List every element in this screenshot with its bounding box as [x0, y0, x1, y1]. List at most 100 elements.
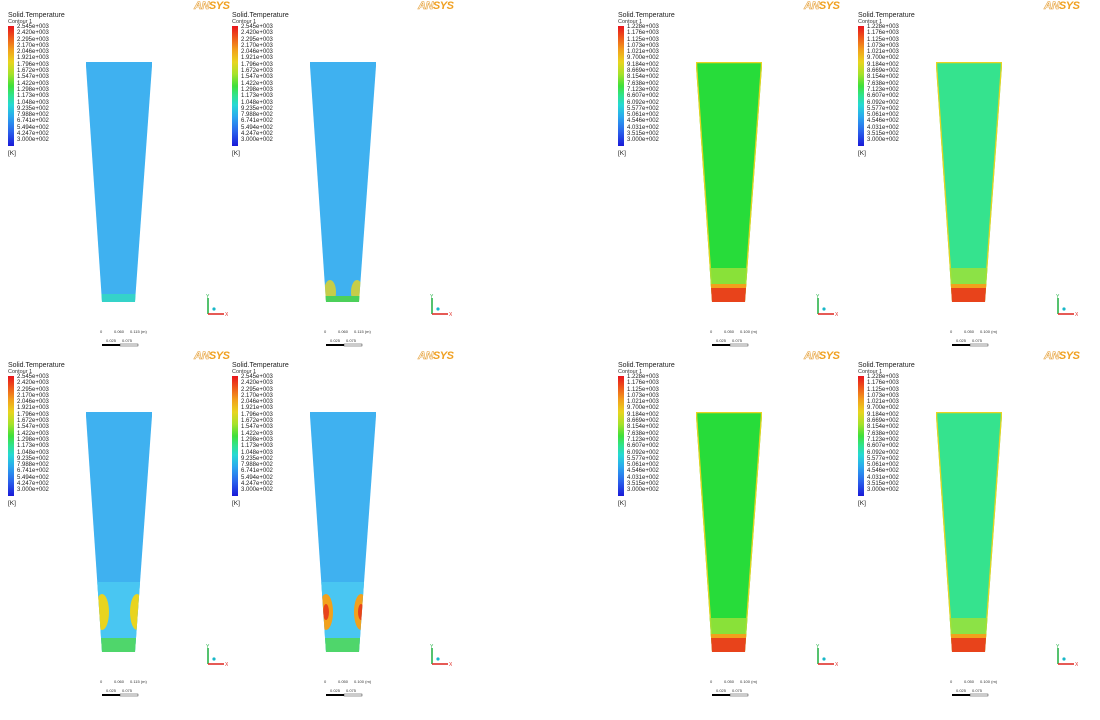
legend-labels: 1.228e+003 1.176e+003 1.125e+003 1.073e+003… [867, 374, 899, 494]
legend-label: 4.247e+002 [17, 131, 49, 138]
x-axis-label: X [1075, 662, 1078, 668]
legend-label: 2.545e+003 [241, 374, 273, 380]
legend-label: 8.154e+002 [627, 424, 659, 431]
scale-label: 0.025 [956, 688, 967, 693]
color-legend: Solid.Temperature Contour 1 2.545e+003 2.42… [8, 362, 65, 507]
legend-label: 1.921e+003 [241, 55, 273, 62]
legend-label: 1.073e+003 [627, 42, 659, 49]
contour-hot-base [936, 288, 1002, 302]
scale-segment [712, 694, 730, 696]
legend-label: 8.154e+002 [867, 424, 899, 431]
legend-label: 2.420e+003 [17, 380, 49, 387]
legend-label: 1.298e+003 [17, 86, 49, 93]
legend-colorbar [618, 376, 624, 496]
legend-label: 2.295e+003 [17, 386, 49, 393]
legend-label: 2.170e+003 [241, 42, 273, 49]
legend-label: 4.546e+002 [867, 118, 899, 125]
legend-label: 5.494e+002 [17, 124, 49, 131]
scale-bar: 0 0.060 0.115 (m) 0.025 0.075 [324, 329, 371, 347]
legend-label: 3.000e+002 [627, 137, 659, 144]
scale-label: 0.050 [338, 679, 349, 684]
legend-label: 2.046e+003 [241, 49, 273, 56]
legend-label: 2.295e+003 [241, 386, 273, 393]
legend-label: 1.298e+003 [241, 436, 273, 443]
color-legend: Solid.Temperature Contour 1 2.545e+003 2.42… [232, 362, 289, 507]
legend-label: 4.546e+002 [867, 468, 899, 475]
legend-body: 2.545e+003 2.420e+003 2.295e+003 2.170e+003… [8, 374, 65, 496]
contour-geometry [86, 62, 156, 311]
y-axis-label: Y [816, 644, 820, 650]
legend-label: 1.228e+003 [867, 24, 899, 30]
x-axis-label: X [835, 662, 838, 668]
scale-label: 0.075 [122, 338, 133, 343]
scale-segment [343, 693, 363, 697]
contour-panel-top-right-b: Solid.Temperature Contour 1 1.228e+003 1.17… [858, 0, 1088, 362]
z-axis-dot [212, 307, 216, 311]
legend-labels: 2.545e+003 2.420e+003 2.295e+003 2.170e+003… [17, 374, 49, 494]
contour-geometry [696, 62, 766, 311]
legend-label: 3.000e+002 [867, 487, 899, 494]
legend-label: 9.184e+002 [627, 61, 659, 68]
legend-unit: [K] [8, 499, 16, 507]
hot-spot-left [95, 594, 109, 630]
legend-label: 5.061e+002 [867, 462, 899, 469]
scale-segment [952, 694, 970, 696]
legend-label: 5.577e+002 [627, 105, 659, 112]
legend-label: 3.000e+002 [867, 137, 899, 144]
contour-geometry [86, 412, 156, 661]
legend-title: Solid.Temperature [232, 12, 289, 19]
contour-hot-base [936, 638, 1002, 652]
legend-label: 1.547e+003 [241, 424, 273, 431]
legend-label: 1.173e+003 [17, 93, 49, 100]
contour-geometry [310, 62, 380, 311]
contour-geometry [310, 412, 380, 661]
contour-hot-transition [696, 284, 762, 288]
legend-subtitle: Contour 1 [858, 19, 883, 25]
legend-colorbar [858, 376, 864, 496]
legend-body: 1.228e+003 1.176e+003 1.125e+003 1.073e+003… [618, 24, 675, 146]
legend-unit: [K] [232, 499, 240, 507]
legend-label: 1.125e+003 [627, 36, 659, 43]
legend-unit: [K] [618, 499, 626, 507]
legend-subtitle: Contour 1 [618, 369, 643, 375]
color-legend: Solid.Temperature Contour 1 1.228e+003 1.17… [858, 362, 915, 507]
scale-label: 0 [710, 679, 713, 684]
z-axis-dot [822, 657, 826, 661]
scale-segment [729, 343, 749, 347]
ansys-logo: ANSYS [418, 0, 454, 12]
legend-label: 5.061e+002 [867, 112, 899, 119]
scale-label: 0.075 [972, 688, 983, 693]
contour-body [696, 62, 762, 302]
legend-label: 9.700e+002 [867, 405, 899, 412]
z-axis-dot [822, 307, 826, 311]
legend-label: 1.921e+003 [17, 55, 49, 62]
contour-panel-bottom-left-b: Solid.Temperature Contour 1 2.545e+003 2.42… [232, 350, 462, 712]
legend-labels: 2.545e+003 2.420e+003 2.295e+003 2.170e+003… [241, 24, 273, 144]
legend-body: 2.545e+003 2.420e+003 2.295e+003 2.170e+003… [232, 374, 289, 496]
legend-label: 1.228e+003 [627, 374, 659, 380]
legend-label: 2.295e+003 [17, 36, 49, 43]
color-legend: Solid.Temperature Contour 1 1.228e+003 1.17… [858, 12, 915, 157]
legend-label: 5.061e+002 [627, 462, 659, 469]
scale-segment [343, 343, 363, 347]
legend-title: Solid.Temperature [858, 362, 915, 369]
legend-label: 5.494e+002 [241, 474, 273, 481]
legend-label: 8.154e+002 [627, 74, 659, 81]
scale-label: 0.100 (m) [354, 679, 372, 684]
legend-label: 1.547e+003 [17, 74, 49, 81]
legend-label: 1.422e+003 [241, 430, 273, 437]
scale-bar: 0 0.050 0.100 (m) 0.025 0.075 [710, 329, 757, 347]
legend-colorbar [232, 26, 238, 146]
legend-label: 8.669e+002 [627, 68, 659, 75]
contour-geometry [936, 412, 1006, 661]
scale-label: 0 [950, 329, 953, 334]
x-axis-label: X [835, 312, 838, 318]
scale-label: 0 [950, 679, 953, 684]
y-axis-label: Y [206, 294, 210, 300]
scale-segment [969, 693, 989, 697]
legend-label: 5.061e+002 [627, 112, 659, 119]
